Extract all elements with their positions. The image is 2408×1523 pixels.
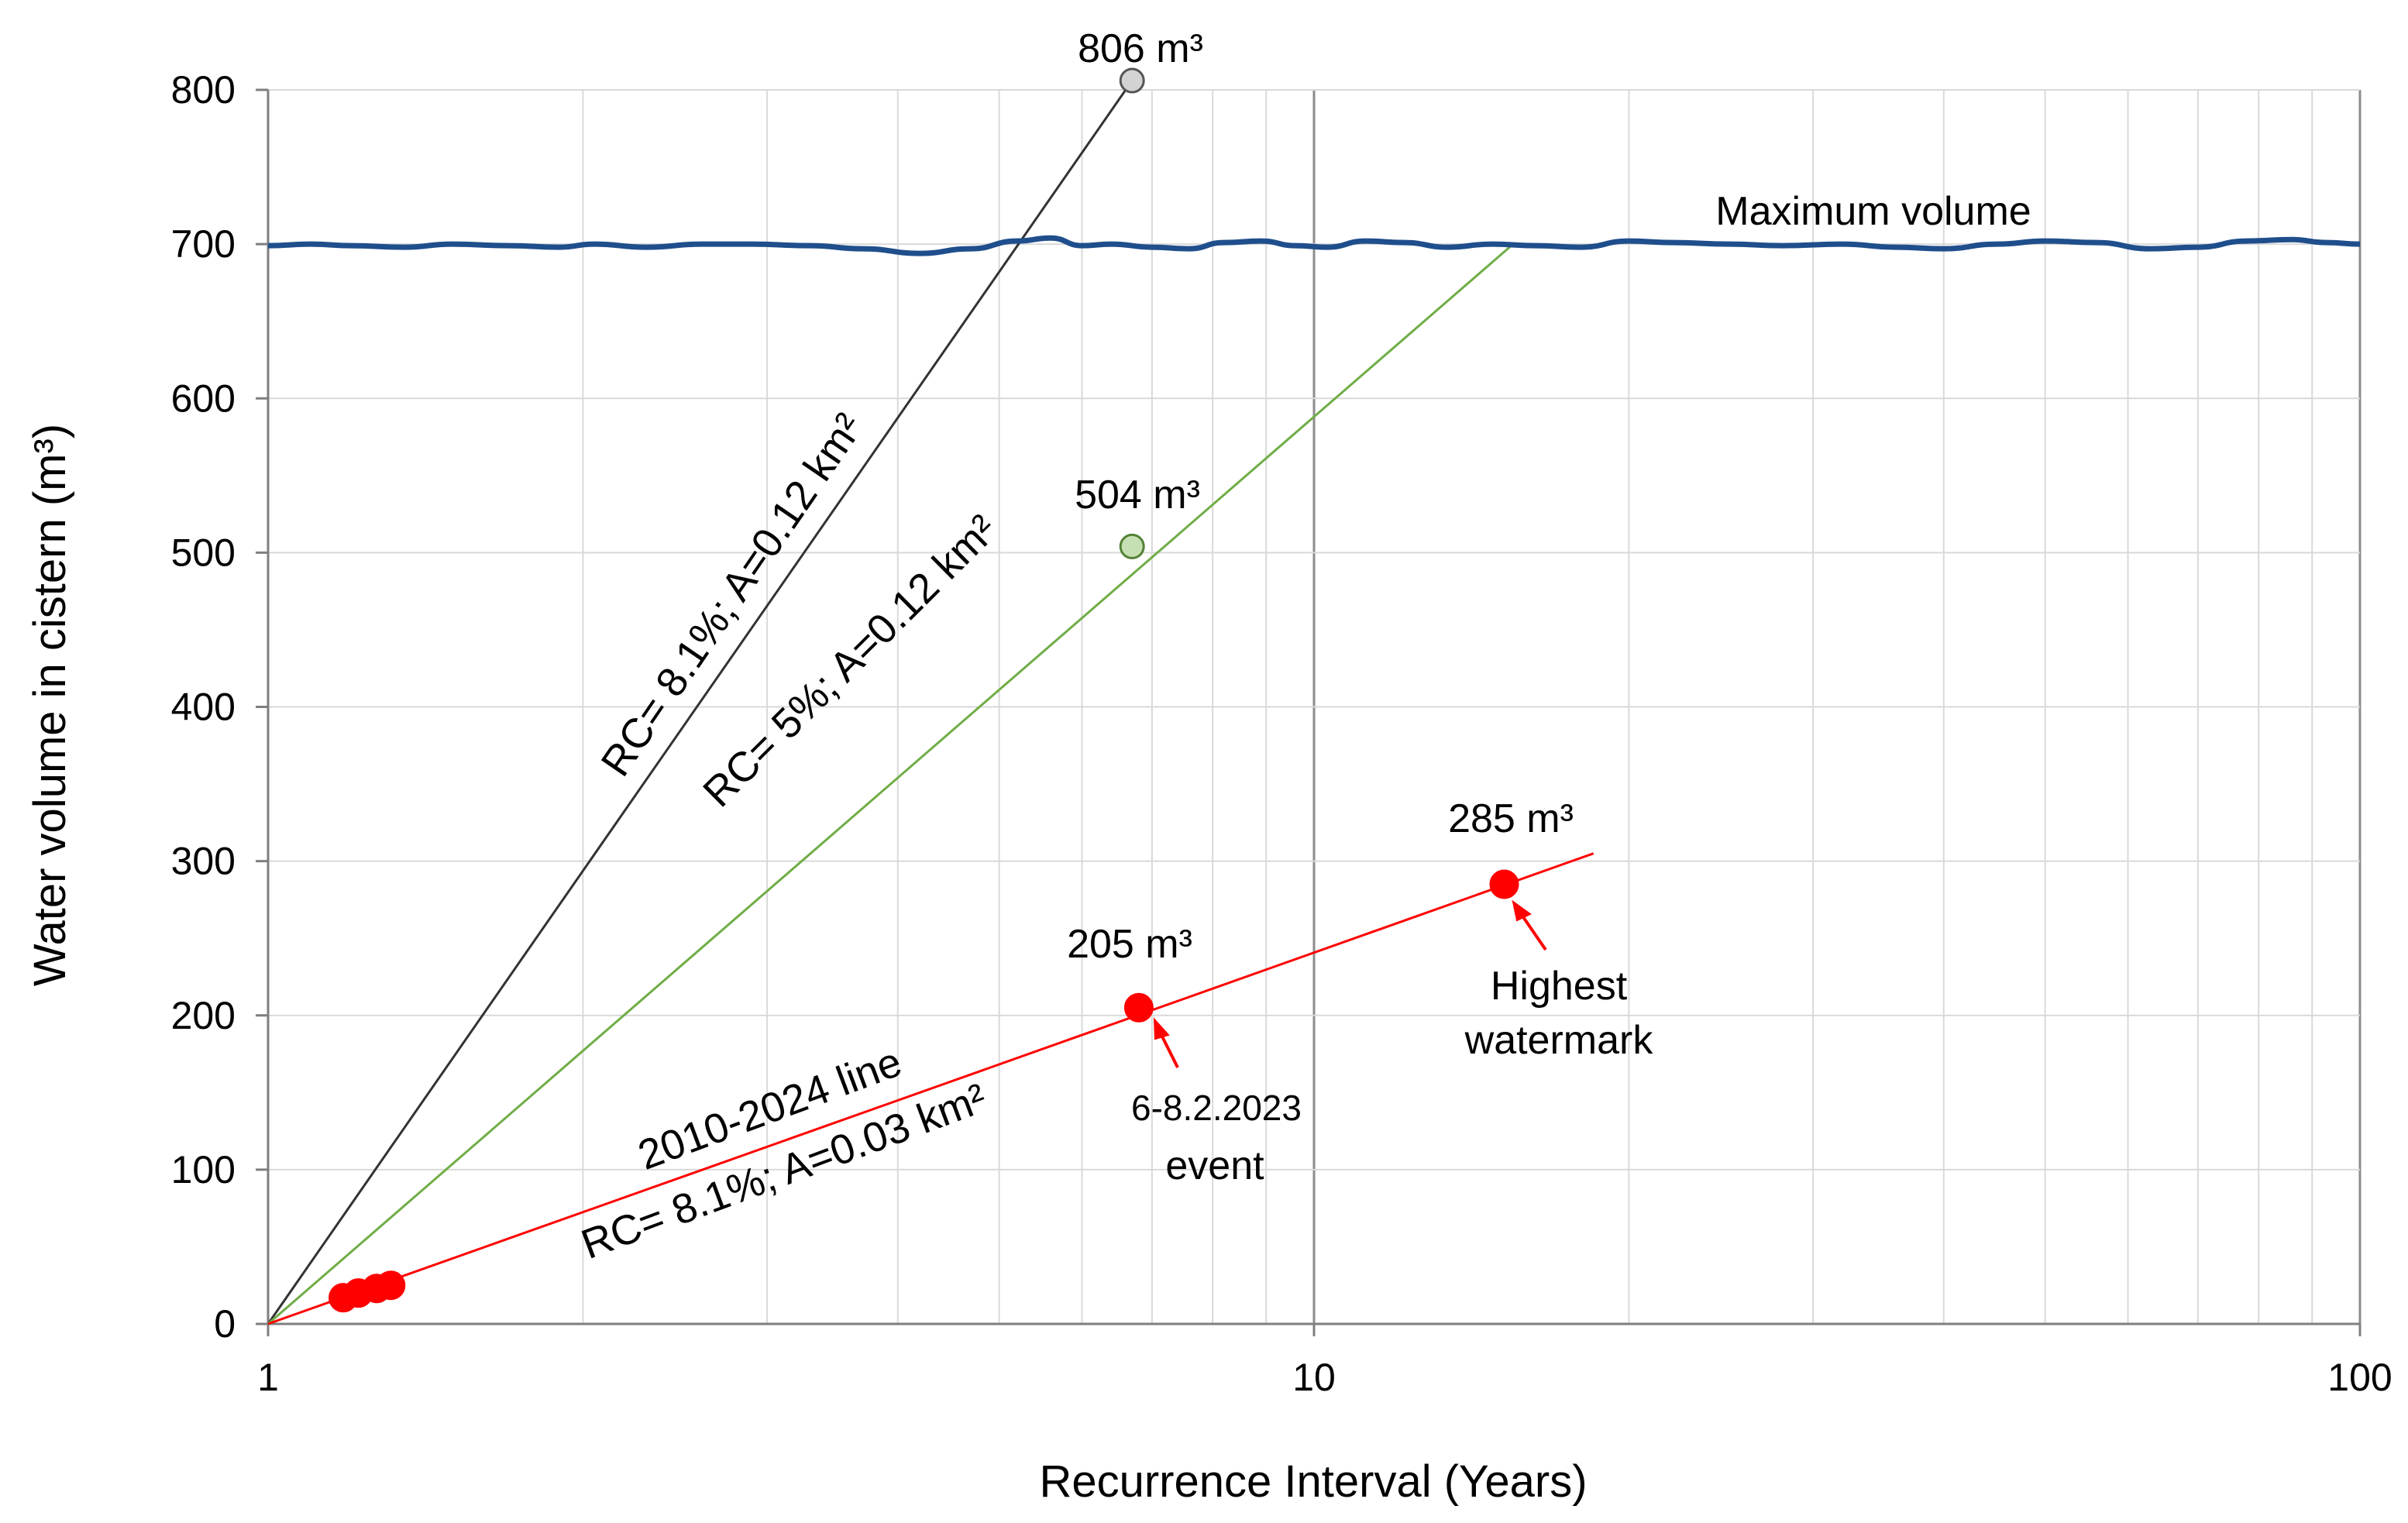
series-black-label: RC= 8.1%; A=0.12 km² — [592, 405, 872, 785]
y-axis-title: Water volume in cistern (m³) — [25, 424, 75, 986]
point-label-285: 285 m³ — [1448, 796, 1574, 841]
max-volume-label: Maximum volume — [1715, 189, 2031, 234]
tick-labels: 0 100 200 300 400 500 600 700 800 1 10 100 — [171, 68, 2393, 1399]
highest-watermark-arrow — [1512, 899, 1547, 951]
y-tick-label: 500 — [171, 531, 236, 574]
highest-watermark-text-2: watermark — [1464, 1018, 1654, 1063]
data-point — [1119, 67, 1145, 94]
y-tick-label: 300 — [171, 840, 236, 883]
event-annotation-text: event — [1165, 1143, 1264, 1188]
y-tick-label: 100 — [171, 1148, 236, 1191]
x-tick-label: 10 — [1292, 1356, 1336, 1399]
y-tick-label: 800 — [171, 68, 236, 112]
data-point — [1489, 869, 1519, 899]
data-point — [376, 1270, 406, 1301]
data-point — [1119, 533, 1145, 559]
y-tick-label: 700 — [171, 222, 236, 266]
y-tick-label: 600 — [171, 376, 236, 420]
series-line — [268, 80, 1133, 1325]
data-points — [329, 67, 1519, 1313]
point-label-504: 504 m³ — [1075, 473, 1200, 517]
y-tick-label: 0 — [214, 1302, 236, 1346]
x-tick-label: 100 — [2327, 1356, 2392, 1399]
point-label-205: 205 m³ — [1067, 922, 1192, 967]
point-label-806: 806 m³ — [1078, 26, 1203, 71]
event-arrow — [1153, 1017, 1179, 1068]
series-line — [268, 852, 1594, 1325]
series-line — [268, 242, 1514, 1325]
event-annotation-date: 6-8.2.2023 — [1131, 1088, 1302, 1128]
axes — [256, 88, 2362, 1336]
x-axis-title: Recurrence Interval (Years) — [1039, 1456, 1587, 1507]
y-tick-label: 200 — [171, 994, 236, 1037]
series-lines — [268, 80, 1594, 1325]
data-point — [1123, 992, 1154, 1023]
grid — [267, 89, 2362, 1325]
max-volume-line — [267, 235, 2361, 256]
highest-watermark-text-1: Highest — [1491, 964, 1628, 1009]
x-tick-label: 1 — [257, 1356, 279, 1399]
y-tick-label: 400 — [171, 686, 236, 729]
